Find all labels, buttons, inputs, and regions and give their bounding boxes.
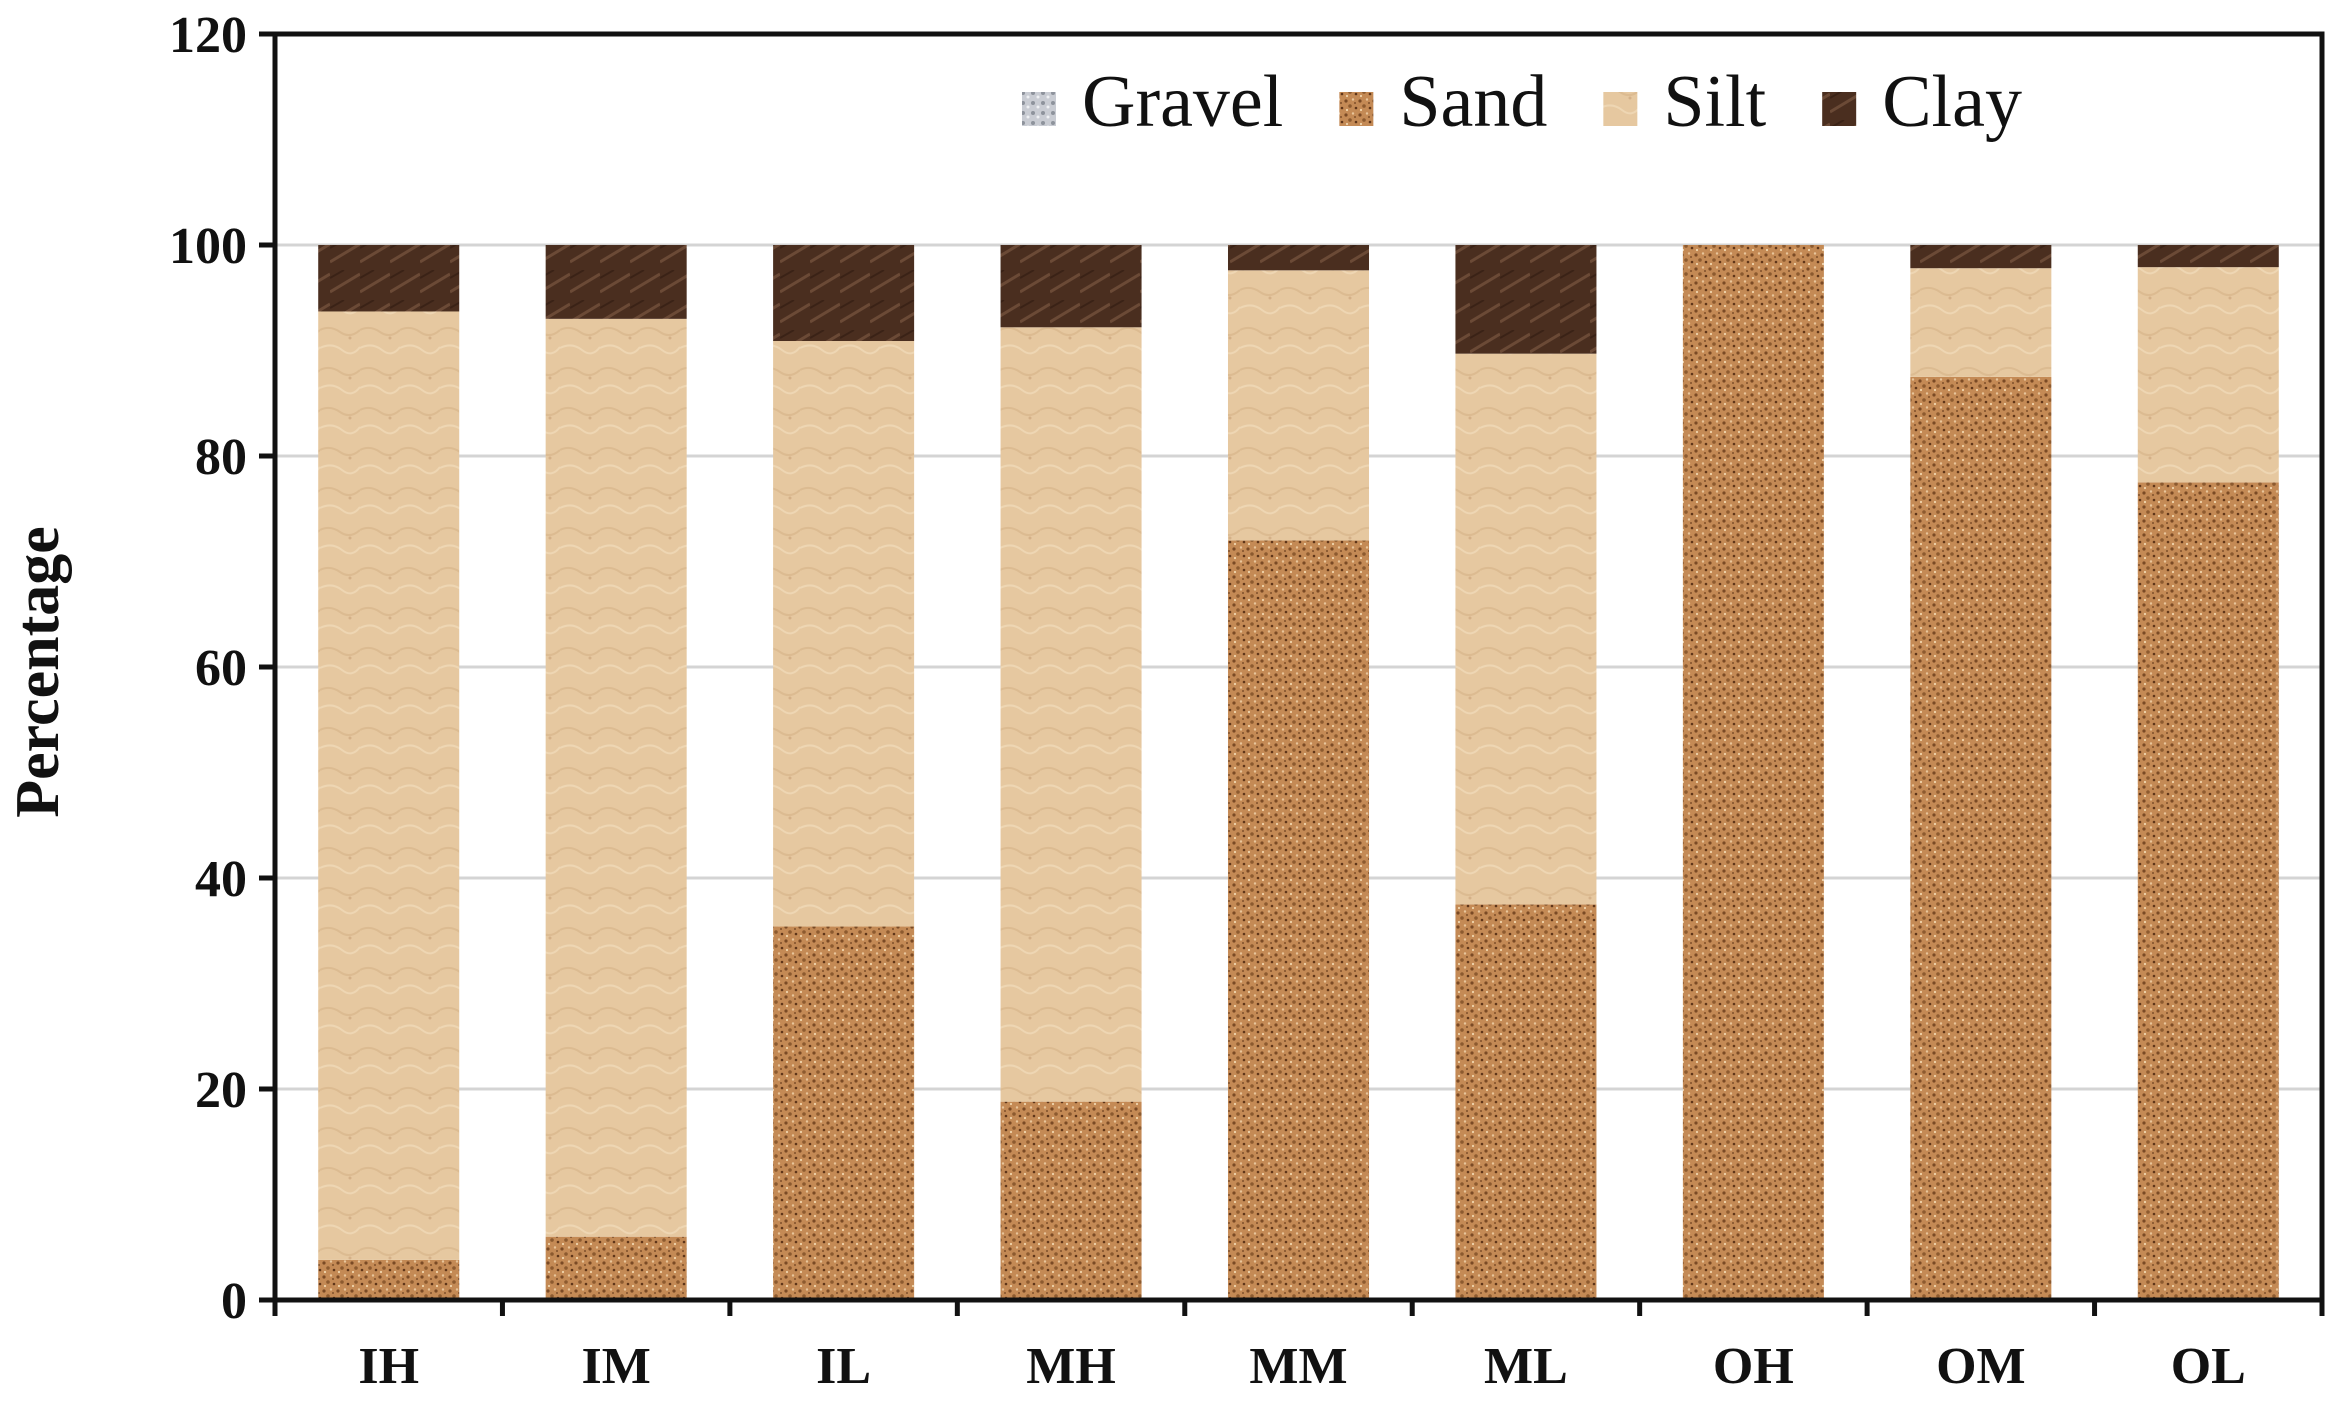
- y-tick-label-100: 100: [169, 218, 247, 275]
- legend-label-silt: Silt: [1663, 61, 1766, 143]
- x-tick-label-ol: OL: [2171, 1338, 2246, 1395]
- bar-ml-silt: [1455, 353, 1597, 905]
- axes: 0 20 40 60 80 100 120 IH IM IL MH MM ML OH OM OL: [169, 7, 2325, 1395]
- legend: Gravel Sand Silt Clay: [1022, 61, 2022, 143]
- legend-item-sand: Sand: [1339, 61, 1547, 143]
- bar-im-sand: [545, 1236, 687, 1300]
- bar-ih-sand: [318, 1259, 460, 1300]
- bar-om-clay: [1910, 245, 2052, 269]
- bar-ol-clay: [2137, 245, 2279, 268]
- y-tick-label-40: 40: [195, 851, 247, 908]
- bar-mh-silt: [1000, 327, 1142, 1102]
- bar-om-sand: [1910, 376, 2052, 1300]
- x-tick-label-mm: MM: [1249, 1338, 1347, 1395]
- bar-mm-sand: [1227, 540, 1370, 1300]
- bar-oh-sand: [1682, 245, 1824, 1300]
- bar-im-silt: [545, 318, 687, 1237]
- y-tick-label-80: 80: [195, 429, 247, 486]
- bar-im-clay: [545, 245, 687, 319]
- y-tick-label-0: 0: [221, 1273, 247, 1330]
- bar-ih-clay: [318, 245, 460, 312]
- legend-swatch-clay: [1822, 92, 1857, 126]
- y-tick-label-20: 20: [195, 1062, 247, 1119]
- y-tick-label-120: 120: [169, 7, 247, 64]
- legend-swatch-sand: [1339, 92, 1374, 126]
- x-tick-label-im: IM: [582, 1338, 651, 1395]
- legend-swatch-silt: [1603, 92, 1638, 126]
- bar-il-silt: [773, 341, 915, 927]
- bar-mm-silt: [1227, 270, 1370, 541]
- x-tick-label-ih: IH: [358, 1338, 419, 1395]
- bar-om-silt: [1910, 268, 2052, 377]
- bar-ml-sand: [1455, 904, 1597, 1300]
- bar-mh-sand: [1000, 1101, 1142, 1300]
- legend-label-clay: Clay: [1882, 61, 2022, 143]
- bar-ol-sand: [2137, 482, 2279, 1300]
- x-tick-label-mh: MH: [1026, 1338, 1116, 1395]
- legend-label-gravel: Gravel: [1082, 61, 1283, 143]
- legend-item-gravel: Gravel: [1022, 61, 1283, 143]
- bars: [318, 245, 2279, 1300]
- bar-il-sand: [773, 926, 915, 1300]
- x-tick-label-oh: OH: [1713, 1338, 1794, 1395]
- legend-item-silt: Silt: [1603, 61, 1767, 143]
- bar-ol-silt: [2137, 267, 2279, 483]
- legend-swatch-gravel: [1022, 92, 1056, 126]
- bar-ih-silt: [318, 311, 460, 1260]
- legend-label-sand: Sand: [1399, 61, 1547, 143]
- y-tick-label-60: 60: [195, 640, 247, 697]
- x-tick-label-ml: ML: [1484, 1338, 1568, 1395]
- y-axis-title: Percentage: [4, 526, 72, 817]
- bar-mm-clay: [1227, 245, 1370, 271]
- legend-item-clay: Clay: [1822, 61, 2022, 143]
- bar-ml-clay: [1455, 245, 1597, 354]
- x-tick-label-om: OM: [1936, 1338, 2026, 1395]
- bar-mh-clay: [1000, 245, 1142, 328]
- bar-il-clay: [773, 245, 915, 342]
- x-tick-label-il: IL: [816, 1338, 871, 1395]
